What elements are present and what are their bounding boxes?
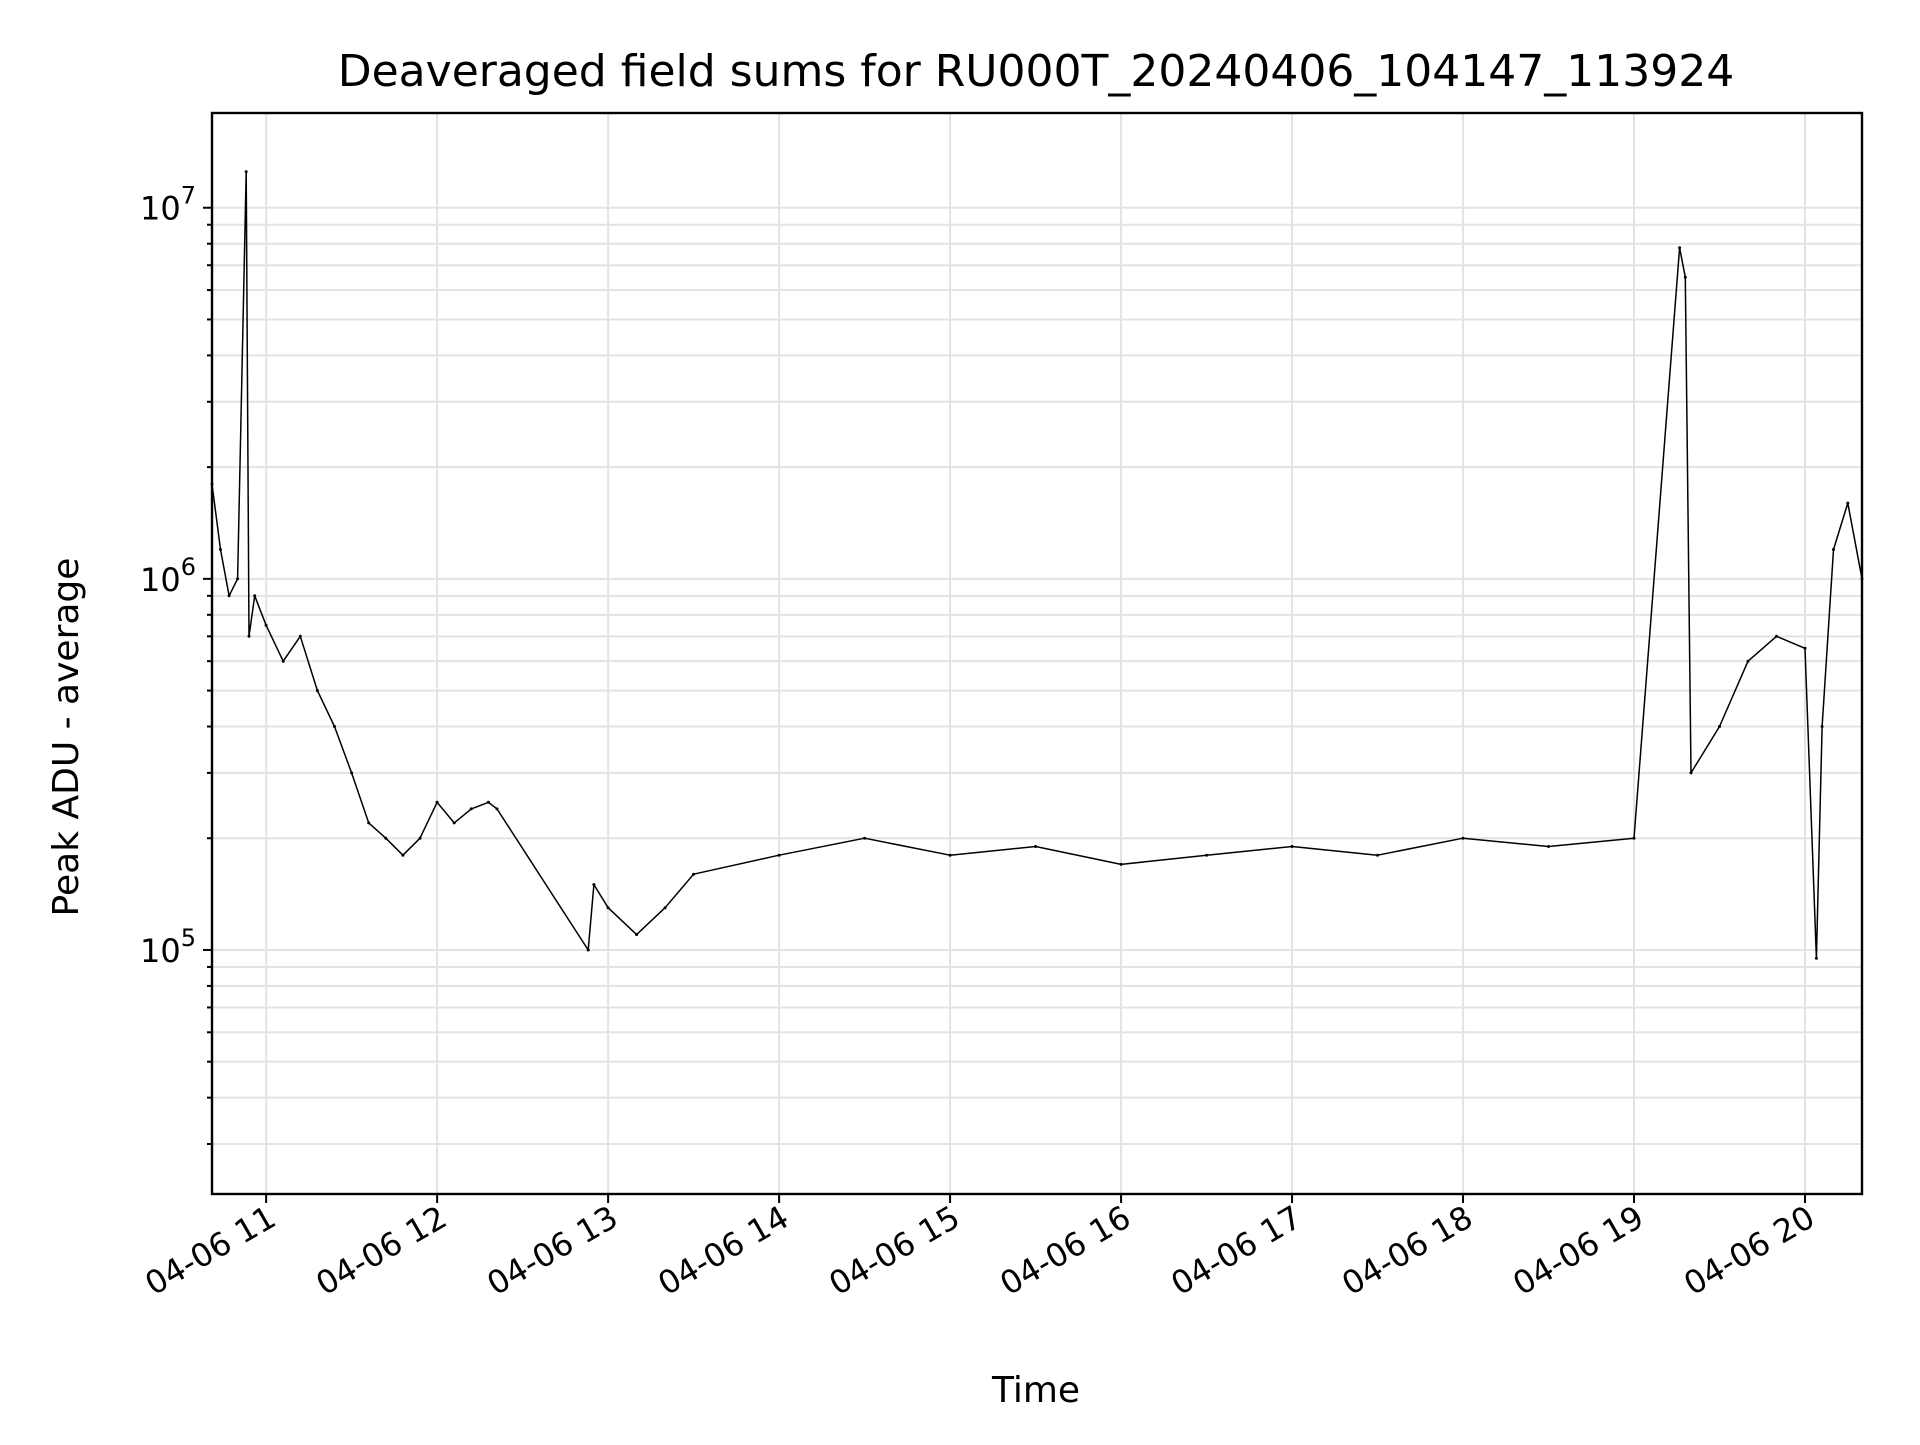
data-point [606, 906, 610, 910]
data-point [1205, 853, 1209, 857]
data-layer [210, 170, 1864, 960]
data-point [244, 170, 248, 174]
data-point [350, 771, 354, 775]
data-point [469, 807, 473, 811]
y-tick-label: 107 [140, 182, 196, 228]
data-point [384, 836, 388, 840]
data-point [247, 634, 251, 638]
data-point [1678, 246, 1682, 250]
data-point [219, 548, 222, 551]
data-point [1034, 845, 1038, 848]
y-tick-exponent: 5 [181, 924, 196, 952]
data-point [1803, 646, 1807, 650]
data-point [1683, 275, 1687, 279]
axes-frame [210, 111, 1864, 1196]
y-tick-mantissa: 10 [140, 932, 181, 970]
y-tick-label: 105 [140, 924, 196, 970]
y-tick-exponent: 6 [181, 553, 196, 581]
data-point [1689, 771, 1693, 775]
data-point [1820, 725, 1824, 728]
data-point [1718, 725, 1721, 728]
data-point [486, 800, 490, 804]
data-point [264, 623, 268, 627]
data-point [1814, 956, 1818, 960]
data-point [227, 594, 231, 598]
data-point [1632, 836, 1636, 840]
data-point [1832, 548, 1835, 551]
grid-layer [212, 113, 1862, 1194]
data-point [1290, 845, 1294, 848]
data-point [1376, 853, 1379, 857]
data-point [333, 725, 336, 728]
data-point [298, 634, 302, 638]
data-point [401, 853, 405, 857]
data-point [692, 872, 696, 876]
data-point [367, 821, 371, 825]
data-point [452, 821, 456, 825]
data-point [236, 577, 240, 581]
data-point [948, 853, 952, 857]
data-point [281, 659, 285, 663]
chart-title: Deaveraged field sums for RU000T_2024040… [338, 46, 1735, 97]
data-point [635, 933, 639, 937]
data-point [1119, 862, 1123, 866]
data-point [1775, 634, 1778, 638]
data-point [1547, 845, 1550, 848]
y-tick-mantissa: 10 [140, 190, 181, 228]
data-point [315, 689, 319, 693]
data-point [495, 807, 499, 811]
data-point [1846, 501, 1850, 505]
y-axis-label: Peak ADU - average [46, 558, 87, 917]
x-axis-label: Time [991, 1370, 1080, 1411]
y-tick-exponent: 7 [181, 182, 196, 210]
data-point [592, 883, 596, 887]
data-point [663, 906, 667, 910]
data-point [435, 800, 439, 804]
data-point [418, 836, 422, 840]
data-point [777, 853, 781, 857]
data-point [863, 836, 867, 840]
data-point [1461, 836, 1465, 840]
y-tick-label: 106 [140, 553, 196, 599]
data-point [253, 594, 257, 598]
data-point [1746, 659, 1750, 663]
data-point [586, 948, 590, 952]
y-tick-mantissa: 10 [140, 561, 181, 599]
